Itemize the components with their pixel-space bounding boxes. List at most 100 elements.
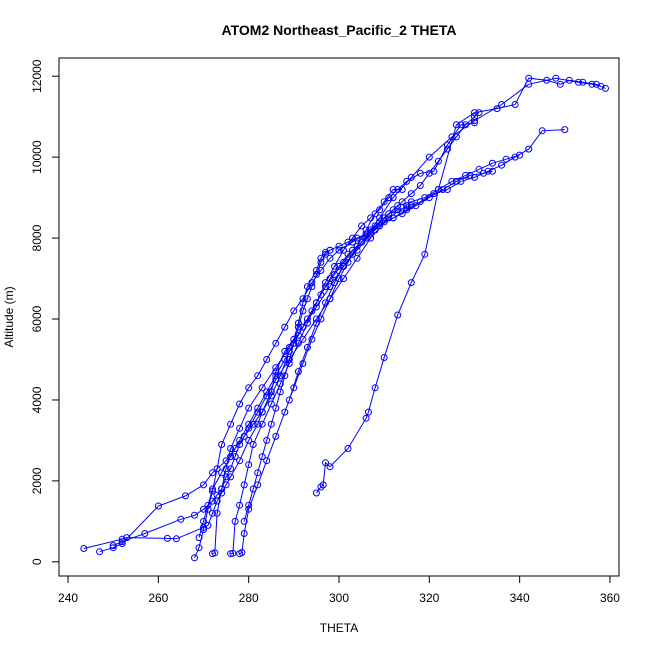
data-point (448, 177, 456, 185)
data-point (416, 182, 424, 189)
data-point (407, 190, 415, 198)
data-point (525, 145, 533, 153)
data-point (322, 459, 329, 467)
data-point (425, 169, 433, 177)
data-point (267, 392, 275, 400)
data-point (123, 534, 131, 542)
data-point (213, 509, 221, 517)
series-line (239, 189, 403, 555)
data-point (236, 400, 244, 408)
data-point (349, 234, 356, 242)
x-tick-label: 340 (510, 591, 530, 605)
data-point (272, 364, 280, 372)
data-point (96, 548, 104, 556)
data-point (227, 473, 235, 481)
data-point (109, 544, 117, 552)
data-point (141, 530, 149, 537)
series-line (194, 129, 565, 559)
data-point (380, 214, 388, 222)
data-point (245, 420, 253, 428)
data-point (236, 436, 244, 444)
data-point (172, 535, 180, 543)
data-point (263, 457, 271, 465)
data-point (118, 538, 126, 546)
chart-title: ATOM2 Northeast_Pacific_2 THETA (222, 22, 457, 38)
series (109, 202, 411, 550)
data-point (240, 530, 248, 537)
data-point (434, 157, 442, 165)
data-point (344, 250, 352, 258)
data-point (222, 465, 230, 473)
data-point (258, 420, 266, 428)
series-line (112, 205, 407, 547)
data-point (109, 542, 117, 550)
x-axis-label: THETA (320, 621, 358, 635)
data-point (362, 234, 370, 242)
data-point (294, 368, 302, 376)
data-point (353, 242, 361, 250)
data-point (326, 254, 334, 262)
data-point (331, 262, 338, 270)
data-point (466, 171, 474, 179)
data-point (407, 173, 415, 181)
data-point (335, 275, 343, 283)
x-tick-label: 360 (600, 591, 620, 605)
data-point (462, 171, 469, 179)
data-point (312, 271, 320, 278)
data-point (407, 198, 415, 206)
data-point (200, 517, 207, 525)
data-point (245, 461, 253, 469)
data-point (245, 404, 253, 412)
y-axis-label: Altitude (m) (2, 286, 16, 347)
data-point (556, 80, 564, 88)
data-point (209, 485, 216, 493)
data-point (480, 169, 487, 177)
data-point (452, 121, 460, 129)
data-point (457, 177, 465, 185)
data-point (276, 380, 284, 388)
data-point (543, 76, 551, 84)
data-point (222, 473, 230, 481)
x-tick-label: 240 (58, 591, 78, 605)
series (191, 126, 569, 562)
data-point (371, 384, 379, 392)
data-point (394, 311, 402, 319)
series-line (212, 154, 520, 555)
data-point (344, 445, 352, 452)
data-point (290, 339, 298, 347)
data-point (489, 167, 496, 175)
series-line (288, 77, 602, 401)
data-point (511, 101, 519, 108)
data-point (380, 354, 388, 361)
data-point (312, 299, 320, 307)
data-point (267, 420, 275, 428)
data-point (267, 400, 275, 408)
data-point (362, 230, 370, 238)
data-point (200, 481, 207, 489)
data-point (294, 339, 302, 347)
data-point (322, 279, 329, 287)
data-point (276, 388, 284, 396)
data-point (227, 465, 235, 473)
data-point (163, 534, 171, 542)
data-point (498, 161, 506, 169)
data-point (258, 384, 266, 392)
data-point (380, 198, 388, 206)
x-tick-label: 300 (329, 591, 349, 605)
data-point (322, 250, 329, 258)
data-point (364, 408, 372, 416)
y-tick-label: 4000 (30, 386, 44, 413)
x-tick-label: 320 (419, 591, 439, 605)
data-point (218, 441, 226, 448)
data-point (299, 307, 307, 315)
data-point (592, 80, 600, 88)
data-point (326, 463, 334, 471)
data-point (340, 262, 347, 270)
data-point (249, 441, 257, 448)
data-point (263, 388, 271, 396)
data-point (254, 372, 262, 380)
data-point (240, 432, 248, 440)
data-point (272, 372, 280, 380)
y-tick-label: 0 (30, 558, 44, 565)
data-point (407, 279, 415, 287)
